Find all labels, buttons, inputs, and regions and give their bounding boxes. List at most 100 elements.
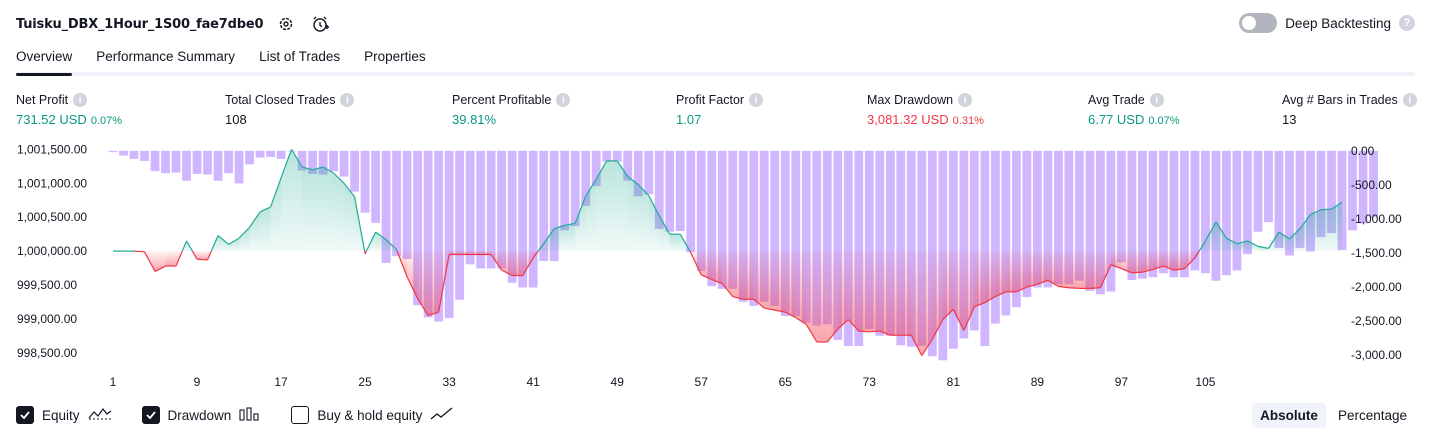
- drawdown-bar: [466, 151, 475, 265]
- equity-fill-loss: [764, 251, 775, 310]
- drawdown-bar: [949, 151, 958, 349]
- buy-hold-toggle[interactable]: Buy & hold equity: [291, 406, 454, 424]
- equity-fill-loss: [880, 251, 891, 335]
- drawdown-bar: [1117, 151, 1126, 263]
- help-icon[interactable]: ?: [1399, 15, 1415, 31]
- drawdown-bar: [109, 151, 118, 152]
- equity-fill-profit: [260, 207, 271, 251]
- equity-fill-profit: [554, 225, 565, 251]
- equity-fill-profit: [628, 177, 639, 252]
- metric-percent-profitable: Percent Profitable i 39.81%: [452, 93, 570, 127]
- drawdown-checkbox[interactable]: [142, 406, 160, 424]
- buy-hold-checkbox[interactable]: [291, 406, 309, 424]
- metric-value: 108: [225, 112, 247, 127]
- metric-value: 1.07: [676, 112, 701, 127]
- info-icon[interactable]: i: [1403, 93, 1417, 107]
- metric-total-closed-trades: Total Closed Trades i 108: [225, 93, 354, 127]
- x-tick-label: 97: [1115, 375, 1129, 389]
- tab-properties[interactable]: Properties: [364, 44, 426, 72]
- info-icon[interactable]: i: [73, 93, 87, 107]
- equity-fill-loss: [806, 251, 817, 342]
- equity-fill-loss: [974, 251, 985, 307]
- equity-segment: [1132, 272, 1143, 273]
- equity-fill-loss: [733, 251, 744, 299]
- equity-fill-loss: [1090, 251, 1101, 288]
- metric-net-profit: Net Profit i 731.52 USD 0.07%: [16, 93, 122, 127]
- tab-performance-summary[interactable]: Performance Summary: [96, 44, 235, 72]
- info-icon[interactable]: i: [1150, 93, 1164, 107]
- y-tick-label-left: 999,500.00: [17, 278, 77, 292]
- drawdown-bar: [676, 151, 685, 231]
- equity-fill-loss: [1006, 251, 1017, 292]
- equity-fill-loss: [796, 251, 807, 324]
- drawdown-bar: [172, 151, 181, 173]
- info-icon[interactable]: i: [556, 93, 570, 107]
- equity-fill-loss: [890, 251, 901, 335]
- chart-legend: Equity Drawdown Buy & hold equity Absolu…: [16, 402, 1415, 428]
- deep-backtesting: Deep Backtesting ?: [1239, 13, 1415, 33]
- deep-backtesting-label: Deep Backtesting: [1285, 16, 1391, 31]
- equity-toggle[interactable]: Equity: [16, 406, 112, 424]
- metric-percent: 0.07%: [91, 115, 122, 127]
- equity-fill-profit: [565, 223, 576, 251]
- drawdown-toggle[interactable]: Drawdown: [142, 406, 262, 424]
- report-tabs: Overview Performance Summary List of Tra…: [16, 44, 1415, 76]
- alarm-clock-plus-icon[interactable]: [309, 13, 331, 35]
- metric-label: Net Profit: [16, 93, 68, 107]
- drawdown-bar: [1212, 151, 1221, 281]
- x-axis: 1 9 17 25 33 41 49 57 65 73 81 89 97 105: [110, 375, 1216, 389]
- drawdown-bar: [140, 151, 149, 161]
- metric-avg-trade: Avg Trade i 6.77 USD 0.07%: [1088, 93, 1180, 127]
- drawdown-bar: [445, 151, 454, 318]
- x-tick-label: 105: [1195, 375, 1215, 389]
- metrics-row: Net Profit i 731.52 USD 0.07% Total Closed…: [16, 93, 1415, 133]
- metric-max-drawdown: Max Drawdown i 3,081.32 USD 0.31%: [867, 93, 984, 127]
- x-tick-label: 41: [526, 375, 540, 389]
- drawdown-bar: [214, 151, 223, 181]
- x-tick-label: 9: [194, 375, 201, 389]
- drawdown-bar: [665, 151, 674, 232]
- y-tick-label-left: 1,001,500.00: [17, 142, 87, 156]
- tab-overview[interactable]: Overview: [16, 44, 72, 72]
- equity-fill-loss: [428, 251, 439, 315]
- metric-label: Avg Trade: [1088, 93, 1145, 107]
- strategy-name: Tuisku_DBX_1Hour_1S00_fae7dbe0: [16, 17, 263, 32]
- info-icon[interactable]: i: [749, 93, 763, 107]
- equity-label: Equity: [42, 408, 80, 423]
- equity-drawdown-chart[interactable]: 1,001,500.00 1,001,000.00 1,000,500.00 1,00…: [0, 140, 1431, 392]
- info-icon[interactable]: i: [340, 93, 354, 107]
- drawdown-bar: [403, 151, 412, 259]
- y-tick-label-right: -1,500.00: [1351, 246, 1402, 260]
- equity-segment: [690, 251, 691, 252]
- tab-list-of-trades[interactable]: List of Trades: [259, 44, 340, 72]
- drawdown-bar: [266, 151, 275, 157]
- percentage-button[interactable]: Percentage: [1330, 403, 1415, 428]
- metric-label: Percent Profitable: [452, 93, 551, 107]
- absolute-button[interactable]: Absolute: [1252, 403, 1326, 428]
- equity-fill-loss: [943, 251, 954, 319]
- drawdown-bar: [392, 151, 401, 256]
- metric-label: Profit Factor: [676, 93, 744, 107]
- equity-fill-profit: [313, 167, 324, 251]
- equity-fill-loss: [1174, 251, 1185, 270]
- equity-fill-profit: [323, 167, 334, 251]
- metric-profit-factor: Profit Factor i 1.07: [676, 93, 763, 127]
- equity-fill-loss: [407, 251, 418, 298]
- drawdown-bar: [193, 151, 202, 174]
- metric-avg-bars-in-trades: Avg # Bars in Trades i 13: [1282, 93, 1417, 127]
- y-tick-label-right: -500.00: [1351, 178, 1392, 192]
- equity-fill-loss: [1069, 251, 1080, 288]
- equity-fill-loss: [827, 251, 838, 342]
- equity-checkbox[interactable]: [16, 406, 34, 424]
- equity-fill-profit: [229, 238, 240, 251]
- gear-icon[interactable]: [275, 13, 297, 35]
- equity-fill-loss: [1142, 251, 1153, 272]
- equity-fill-loss: [901, 251, 912, 335]
- deep-backtesting-toggle[interactable]: [1239, 13, 1277, 33]
- metric-value: 3,081.32 USD: [867, 112, 949, 127]
- drawdown-bar: [1254, 151, 1263, 232]
- metric-percent: 0.31%: [953, 115, 984, 127]
- x-tick-label: 81: [947, 375, 961, 389]
- info-icon[interactable]: i: [958, 93, 972, 107]
- y-tick-label-left: 1,000,000.00: [17, 244, 87, 258]
